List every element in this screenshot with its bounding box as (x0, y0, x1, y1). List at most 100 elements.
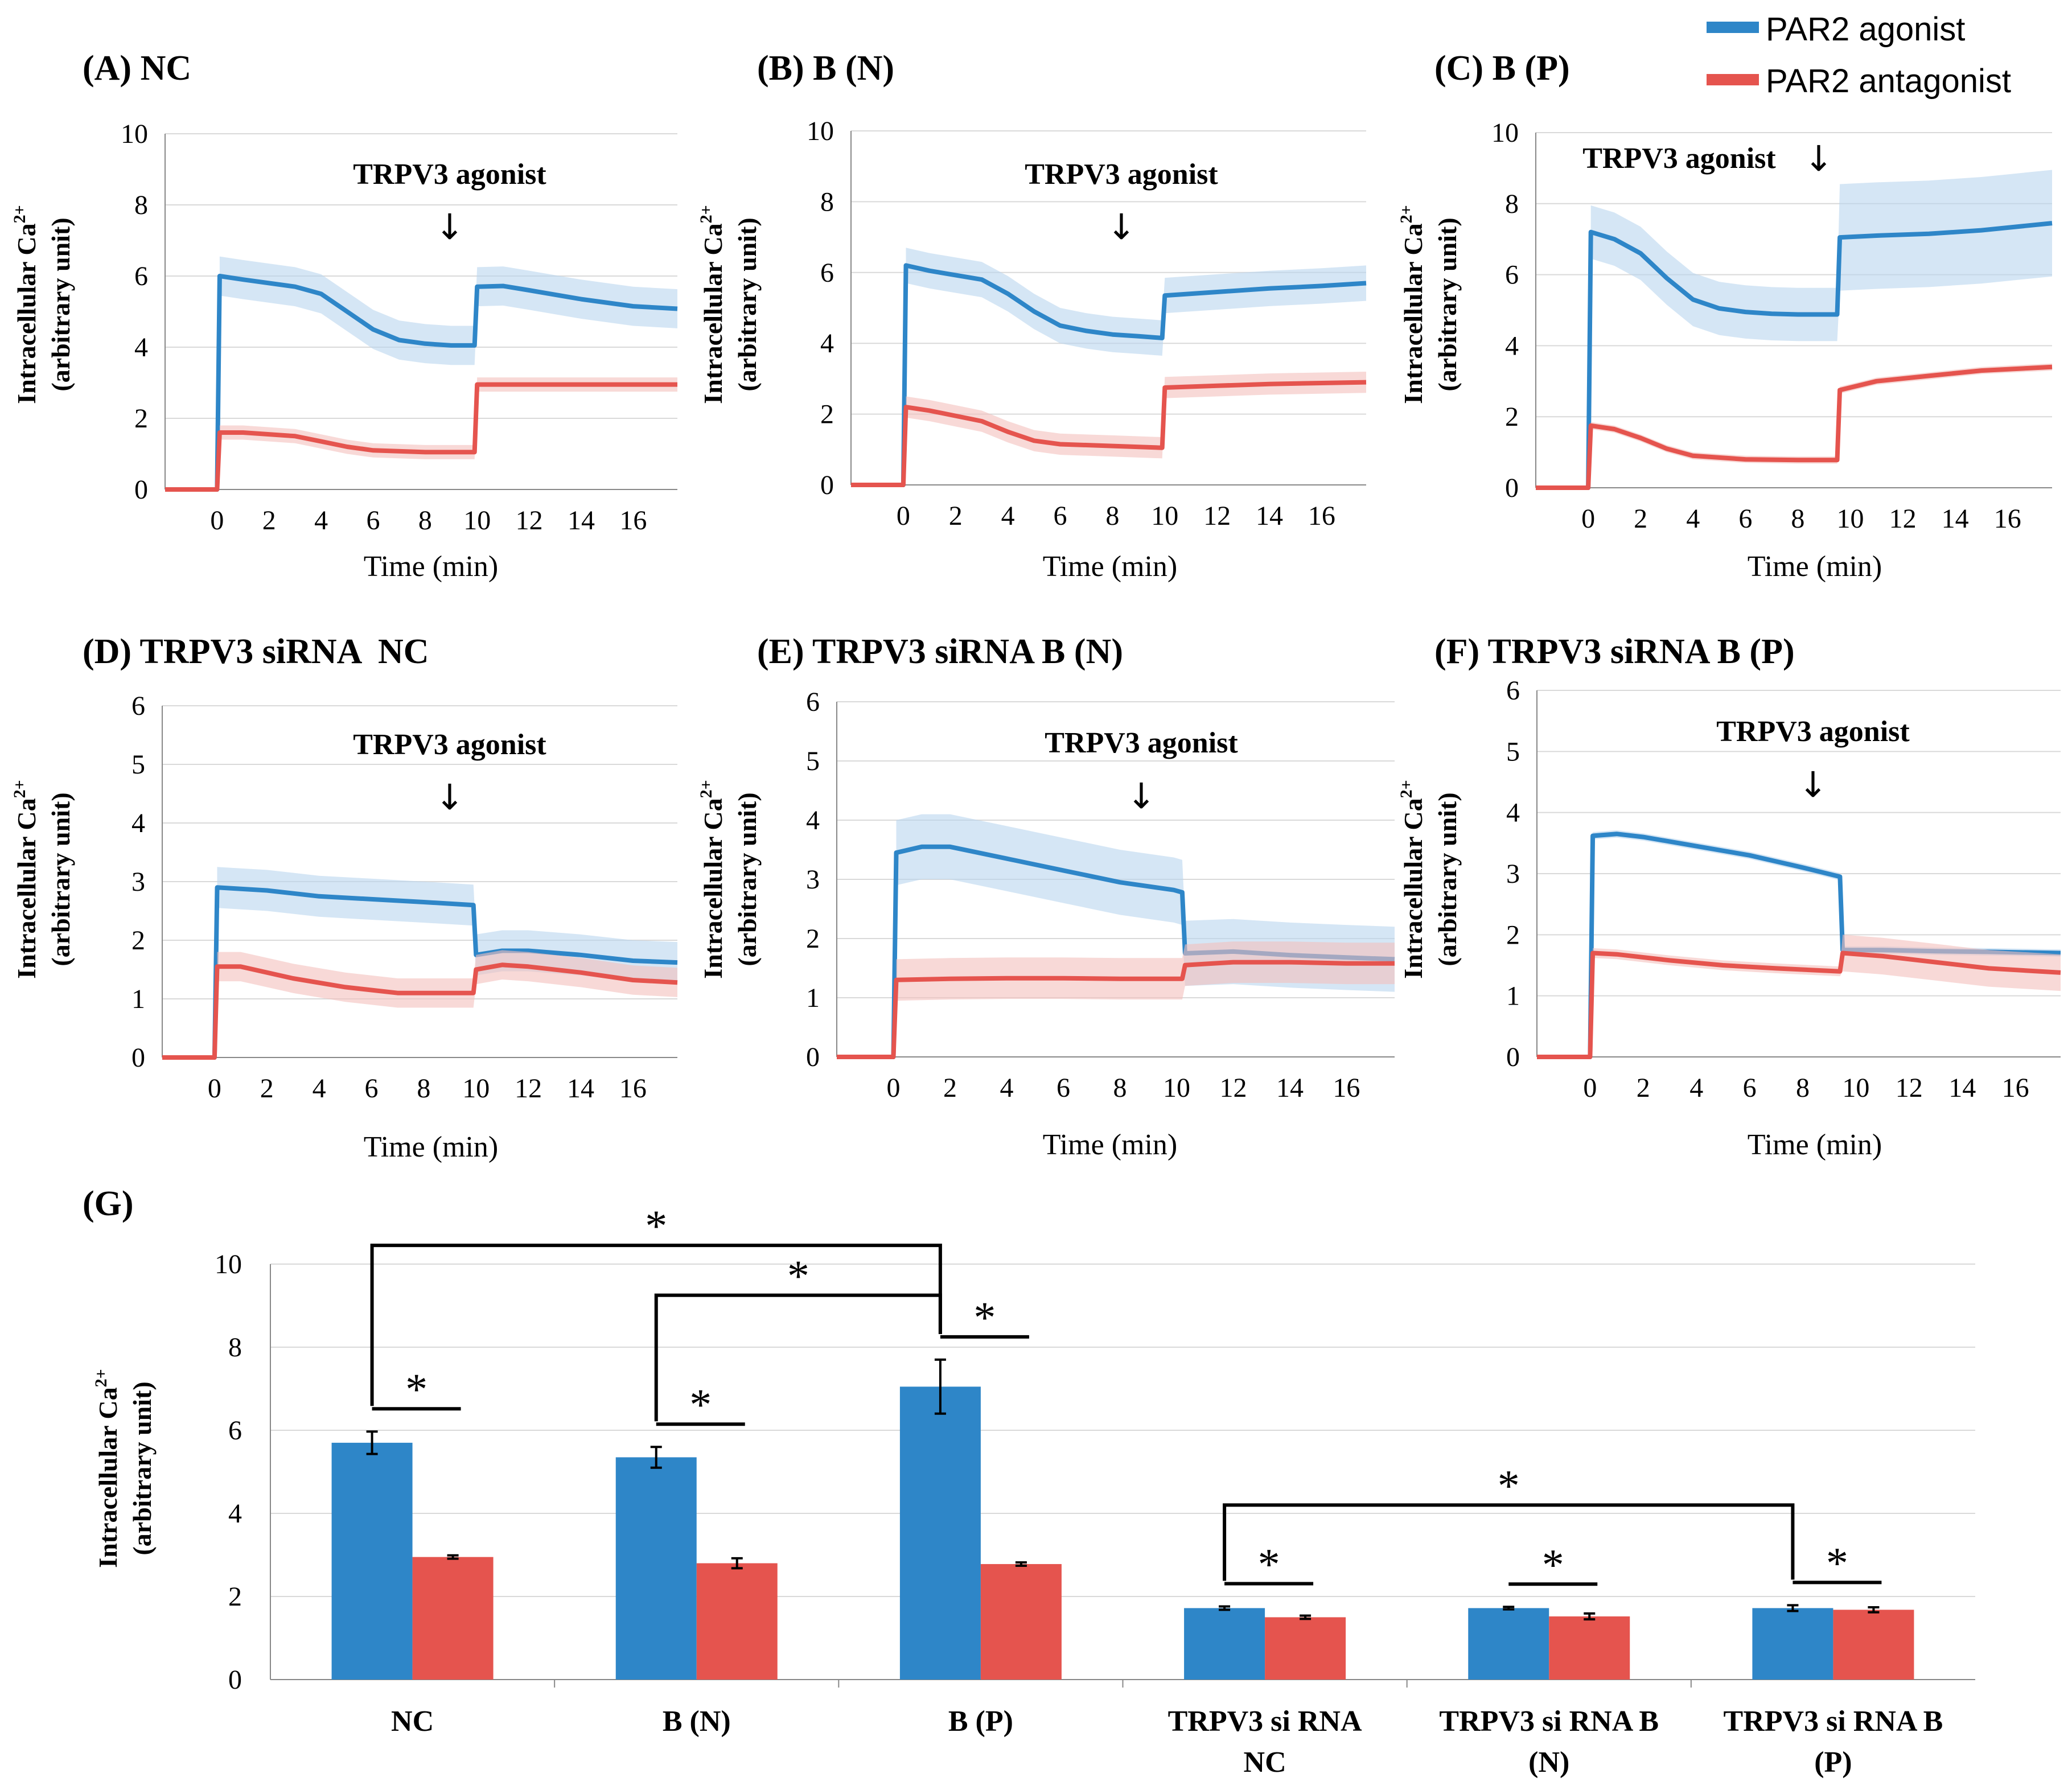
panel-g-ytick-label: 2 (228, 1582, 242, 1612)
panel-e-antagonist-line (837, 960, 1395, 1059)
panel-f-xlabel: Time (min) (1748, 1129, 1882, 1161)
panel-a-ytick-label: 0 (134, 475, 148, 505)
panel-e-xlabel: Time (min) (1043, 1129, 1177, 1161)
panel-g-antagonist-bar (980, 1564, 1062, 1680)
panel-c-ytick-label: 4 (1505, 331, 1519, 361)
panel-b-xtick-label: 8 (1105, 501, 1119, 531)
panel-g-agonist-bar (1468, 1608, 1549, 1680)
panel-a-agonist-line (165, 274, 678, 492)
panel-c-xtick-label: 8 (1791, 504, 1804, 534)
panel-c-xtick-label: 10 (1836, 504, 1864, 534)
panel-d-ytick-label: 6 (131, 691, 145, 721)
panel-g-antagonist-bar (1549, 1616, 1630, 1680)
legend-antagonist-label: PAR2 antagonist (1766, 63, 2011, 100)
panel-e-xtick-label: 6 (1056, 1073, 1070, 1103)
panel-b-xtick-label: 12 (1203, 501, 1231, 531)
panel-f-antagonist-error-band (1593, 935, 2061, 991)
panel-f-ytick-label: 2 (1506, 920, 1520, 950)
panel-g-significance-star: * (973, 1293, 996, 1342)
panel-d-xtick-label: 2 (260, 1073, 274, 1104)
panel-c-xtick-label: 2 (1634, 504, 1647, 534)
panel-e-annotation: TRPV3 agonist (1045, 727, 1238, 759)
panel-g-agonist-bar (1184, 1608, 1265, 1680)
panel-g-significance-bracket (370, 1244, 942, 1406)
panel-f-agonist-line (1537, 832, 2061, 1059)
panel-g-ytick-label: 4 (228, 1499, 242, 1529)
panel-e-ytick-label: 3 (806, 865, 820, 895)
panel-c-agonist-error-band (1590, 170, 2052, 341)
panel-g-category-label: TRPV3 si RNA B (P) (1724, 1705, 1943, 1779)
panel-b-xtick-label: 2 (949, 501, 963, 531)
panel-d-title: (D) TRPV3 siRNA NC (83, 632, 429, 671)
panel-d-xtick-label: 14 (567, 1073, 594, 1104)
panel-b-xtick-label: 16 (1308, 501, 1335, 531)
panel-g-significance-star: * (787, 1251, 809, 1301)
panel-b-ytick-label: 10 (807, 116, 834, 146)
panel-f-xtick-label: 6 (1743, 1073, 1757, 1103)
panel-b-ytick-label: 2 (820, 400, 834, 430)
legend-agonist-swatch (1707, 22, 1759, 33)
panel-e-xtick-label: 0 (886, 1073, 900, 1103)
panel-c-antagonist-error-band (1590, 363, 2052, 464)
panel-c-ytick-label: 8 (1505, 189, 1519, 219)
panel-e-xtick-label: 8 (1113, 1073, 1127, 1103)
panel-g-significance-star: * (645, 1201, 667, 1250)
panel-a-plot: 0 2 4 6 8 10 0 2 4 6 8 10 12 14 16 (121, 119, 678, 536)
panel-b-plot: 0 2 4 6 8 10 0 2 4 6 8 10 12 14 16 (807, 116, 1367, 531)
panel-b-xtick-label: 0 (897, 501, 910, 531)
panel-g-category-label: NC (391, 1705, 434, 1738)
panel-b-xtick-label: 10 (1151, 501, 1178, 531)
panel-a-xtick-label: 14 (568, 505, 595, 536)
panel-f: (F) TRPV3 siRNA B (P) Intracellular Ca2+… (1397, 632, 2061, 1161)
panel-d-ytick-label: 5 (131, 750, 145, 780)
panel-f-ytick-label: 0 (1506, 1042, 1520, 1072)
panel-e-arrow-icon: ↓ (1127, 775, 1156, 817)
panel-g-ytick-label: 6 (228, 1415, 242, 1446)
panel-a-antagonist-line (165, 382, 677, 492)
panel-e-xtick-label: 2 (943, 1073, 957, 1103)
panel-d-ytick-label: 3 (131, 867, 145, 897)
panel-d-xtick-label: 0 (208, 1073, 221, 1104)
panel-b-arrow-icon: ↓ (1107, 206, 1136, 248)
legend-antagonist-swatch (1707, 74, 1759, 85)
panel-d-xtick-label: 4 (313, 1073, 326, 1104)
panel-g-agonist-bar (1752, 1608, 1833, 1680)
panel-a-ytick-label: 4 (134, 332, 148, 363)
panel-g-antagonist-bar (696, 1563, 778, 1680)
panel-c-xtick-label: 14 (1942, 504, 1969, 534)
panel-g-significance-bracket (1223, 1503, 1795, 1581)
panel-b-agonist-error-band (906, 248, 1366, 356)
panel-b-xtick-label: 4 (1001, 501, 1015, 531)
panel-d-antagonist-line (162, 962, 678, 1060)
panel-e-title: (E) TRPV3 siRNA B (N) (757, 632, 1123, 671)
panel-b: (B) B (N) Intracellular Ca2+ (arbitrary … (697, 49, 1367, 583)
panel-a-xtick-label: 4 (314, 505, 328, 536)
panel-e-ytick-label: 2 (806, 924, 820, 954)
panel-d-xtick-label: 10 (462, 1073, 490, 1104)
panel-e-ytick-label: 6 (806, 687, 820, 717)
panel-g-ytick-label: 8 (228, 1332, 242, 1363)
panel-e-xtick-label: 12 (1219, 1073, 1247, 1103)
panel-d-xtick-label: 8 (417, 1073, 430, 1104)
panel-c-xtick-label: 12 (1889, 504, 1917, 534)
panel-g-significance-star: * (689, 1380, 712, 1429)
panel-g-agonist-bar (899, 1386, 981, 1680)
panel-e-ytick-label: 1 (806, 983, 820, 1013)
panel-f-ytick-label: 3 (1506, 859, 1520, 889)
panel-g-antagonist-bar (412, 1557, 494, 1680)
panel-d-annotation: TRPV3 agonist (353, 729, 546, 761)
panel-f-antagonist-line (1537, 950, 2061, 1059)
panel-g-ylabel-unit: (arbitrary unit) (128, 1381, 157, 1555)
panel-d-ytick-label: 1 (131, 984, 145, 1014)
panel-g-category-label: TRPV3 si RNA NC (1168, 1705, 1362, 1779)
panel-a-antagonist-error-band (219, 377, 677, 459)
panel-e-ytick-label: 4 (806, 805, 820, 836)
panel-d-agonist-line (162, 885, 678, 1060)
panel-c-ytick-label: 2 (1505, 402, 1519, 432)
legend-agonist-label: PAR2 agonist (1766, 11, 1965, 48)
panel-a-xtick-label: 10 (463, 505, 491, 536)
panel-d-ytick-label: 4 (131, 808, 145, 838)
panel-f-ytick-label: 6 (1506, 676, 1520, 706)
